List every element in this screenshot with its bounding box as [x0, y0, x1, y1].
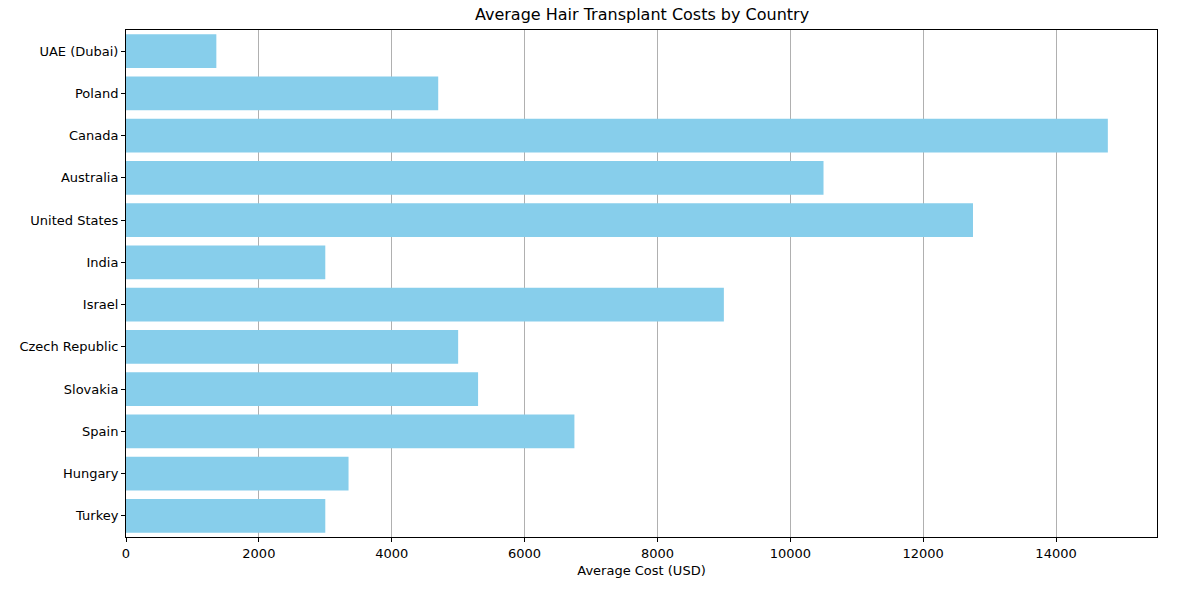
svg-text:0: 0 — [122, 546, 130, 561]
svg-text:India: India — [86, 255, 118, 270]
svg-text:6000: 6000 — [508, 546, 541, 561]
svg-text:12000: 12000 — [902, 546, 943, 561]
svg-text:Canada: Canada — [69, 128, 118, 143]
svg-text:Average Hair Transplant Costs: Average Hair Transplant Costs by Country — [475, 5, 809, 24]
svg-text:Turkey: Turkey — [75, 508, 119, 523]
svg-text:Australia: Australia — [61, 170, 119, 185]
svg-text:Spain: Spain — [82, 424, 118, 439]
svg-text:Hungary: Hungary — [63, 466, 119, 481]
svg-text:14000: 14000 — [1035, 546, 1076, 561]
svg-text:4000: 4000 — [375, 546, 408, 561]
svg-text:Slovakia: Slovakia — [64, 382, 119, 397]
svg-text:United States: United States — [30, 213, 118, 228]
svg-text:Czech Republic: Czech Republic — [19, 339, 118, 354]
svg-text:UAE (Dubai): UAE (Dubai) — [39, 44, 118, 59]
svg-text:Average Cost (USD): Average Cost (USD) — [577, 563, 705, 578]
svg-text:Israel: Israel — [83, 297, 119, 312]
svg-text:Poland: Poland — [75, 86, 118, 101]
svg-text:2000: 2000 — [242, 546, 275, 561]
svg-text:10000: 10000 — [770, 546, 811, 561]
svg-text:8000: 8000 — [641, 546, 674, 561]
